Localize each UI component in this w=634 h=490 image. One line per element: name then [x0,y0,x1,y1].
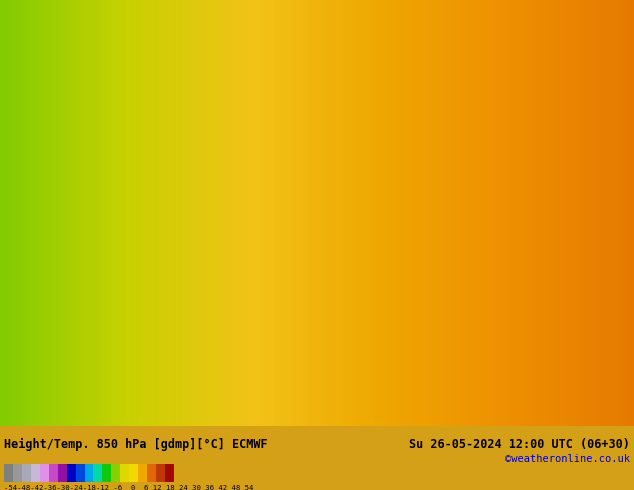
Bar [120,464,129,482]
Bar [22,464,31,482]
Text: -54-48-42-36-30-24-18-12 -6  0  6 12 18 24 30 36 42 48 54: -54-48-42-36-30-24-18-12 -6 0 6 12 18 24… [4,485,254,490]
Bar [58,464,67,482]
Text: Height/Temp. 850 hPa [gdmp][°C] ECMWF: Height/Temp. 850 hPa [gdmp][°C] ECMWF [4,438,268,451]
Bar [13,464,22,482]
Bar [138,464,147,482]
Text: Su 26-05-2024 12:00 UTC (06+30): Su 26-05-2024 12:00 UTC (06+30) [409,438,630,451]
Bar [93,464,103,482]
Bar [75,464,84,482]
Bar [49,464,58,482]
Bar [156,464,165,482]
Bar [31,464,40,482]
Bar [4,464,13,482]
Bar [112,464,120,482]
Text: ©weatheronline.co.uk: ©weatheronline.co.uk [505,454,630,464]
Bar [40,464,49,482]
Bar [147,464,156,482]
Bar [67,464,75,482]
Bar [129,464,138,482]
Bar [84,464,93,482]
Bar [103,464,112,482]
Bar [165,464,174,482]
